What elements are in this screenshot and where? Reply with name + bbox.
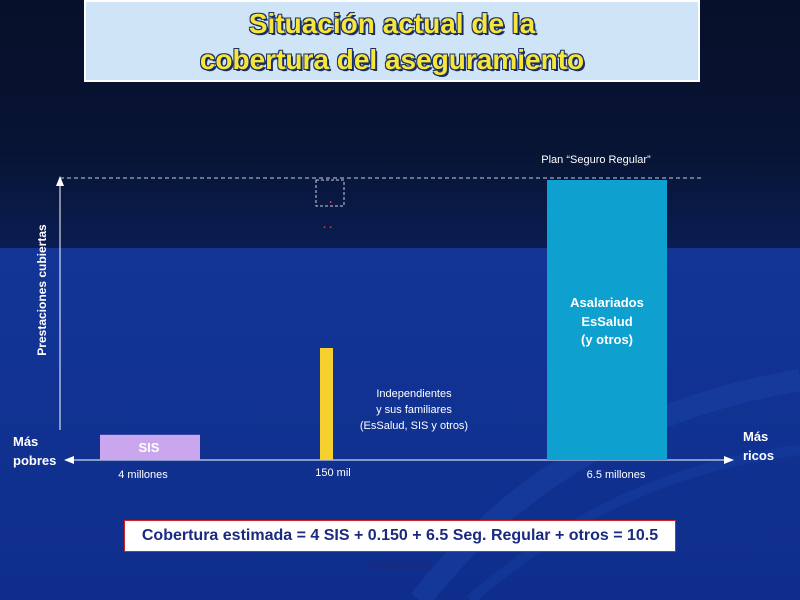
bar-label-asalariados-1: Asalariados [570,295,644,310]
x-axis-left-label-1: Más [13,434,38,449]
y-axis-arrow [56,176,64,186]
decorative-swirl-2 [466,445,800,600]
x-axis-left-arrow [64,456,74,464]
y-axis-label: Prestaciones cubiertas [35,224,49,356]
population-label-asalariados: 6.5 millones [587,469,646,481]
annotation-line-2: y sus familiares [376,404,452,416]
bar-label-sis: SIS [139,440,160,455]
title-line-2: cobertura del aseguramiento [199,44,585,75]
bar-label-asalariados-2: EsSalud [581,314,632,329]
annotation-line-3: (EsSalud, SIS y otros) [360,420,468,432]
x-axis-right-arrow [724,456,734,464]
small-mark-1: . [329,192,332,206]
bar-asalariados [547,180,667,460]
coverage-formula: Cobertura estimada = 4 SIS + 0.150 + 6.5… [124,520,676,574]
x-axis-right-label-1: Más [743,429,768,444]
annotation-line-1: Independientes [376,388,452,400]
population-label-independientes: 150 mil [315,467,350,479]
title-line-1: Situación actual de la [248,8,536,39]
population-label-sis: 4 millones [118,469,168,481]
x-axis-left-label-2: pobres [13,453,56,468]
x-axis-right-label-2: ricos [743,448,774,463]
bar-label-asalariados-3: (y otros) [581,332,633,347]
bar-sis [100,434,200,460]
bar-independientes [320,348,333,460]
title-box: Situación actual de la cobertura del ase… [84,0,700,82]
small-mark-2: . . [323,219,332,231]
small-dashed-box [315,179,345,207]
plan-label: Plan “Seguro Regular” [541,154,651,166]
